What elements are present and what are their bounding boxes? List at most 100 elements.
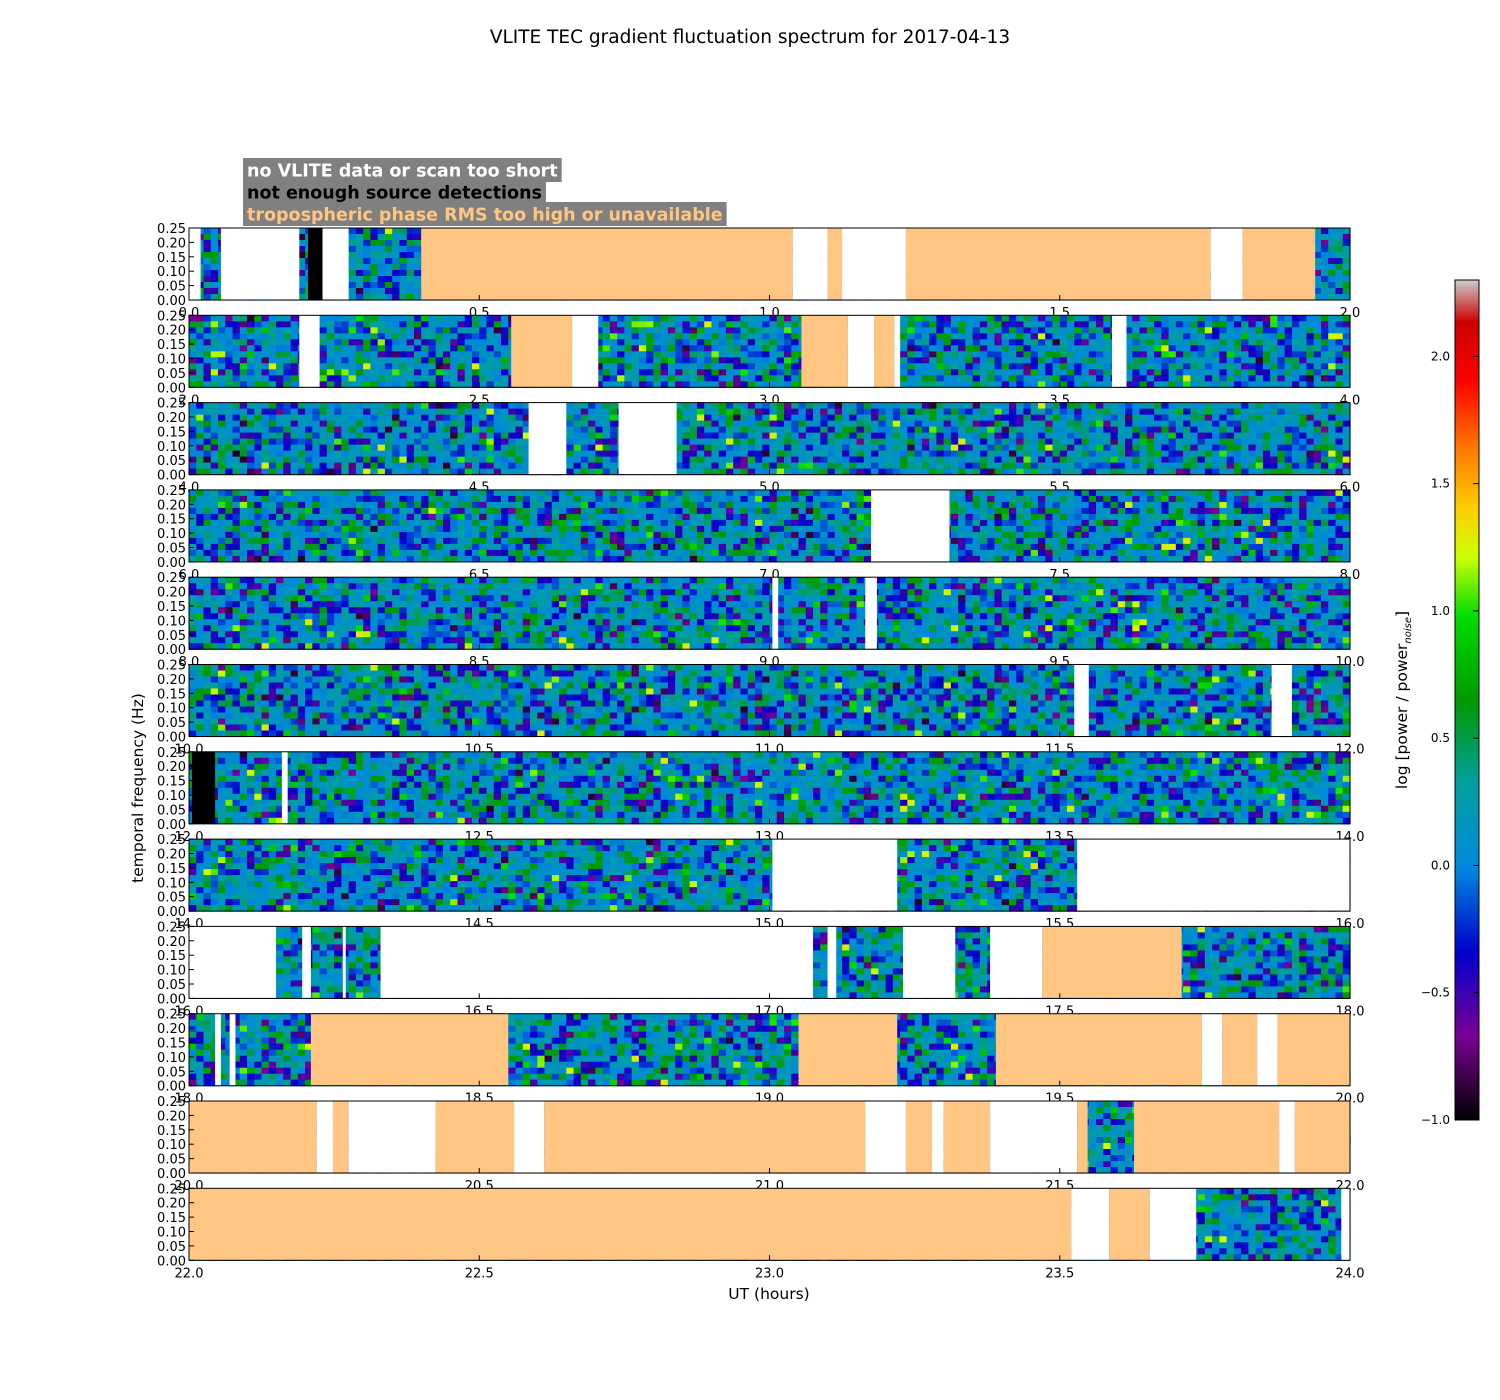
heatmap-cell [726, 433, 734, 440]
heatmap-cell [1089, 375, 1097, 382]
heatmap-cell [755, 345, 763, 352]
heatmap-cell [378, 234, 386, 241]
heatmap-cell [472, 369, 480, 376]
heatmap-cell [341, 327, 349, 334]
heatmap-cell [639, 327, 647, 334]
heatmap-cell [690, 451, 698, 458]
heatmap-cell [392, 315, 400, 322]
heatmap-cell [907, 369, 915, 376]
heatmap-cell [791, 457, 799, 464]
heatmap-cell [225, 357, 233, 364]
heatmap-cell [399, 363, 407, 370]
heatmap-cell [247, 315, 255, 322]
heatmap-cell [682, 363, 690, 370]
heatmap-cell [487, 345, 495, 352]
heatmap-cell [320, 457, 328, 464]
heatmap-cell [820, 451, 828, 458]
heatmap-cell [770, 345, 778, 352]
heatmap-cell [436, 445, 444, 452]
heatmap-cell [225, 321, 233, 328]
heatmap-cell [276, 357, 284, 364]
heatmap-cell [334, 433, 342, 440]
heatmap-cell [385, 276, 393, 283]
heatmap-cell [363, 327, 371, 334]
heatmap-cell [777, 375, 785, 382]
heatmap-cell [494, 345, 502, 352]
heatmap-cell [269, 327, 277, 334]
heatmap-cell [341, 369, 349, 376]
heatmap-cell [516, 463, 524, 470]
heatmap-cell [269, 433, 277, 440]
heatmap-cell [1335, 270, 1343, 277]
heatmap-cell [225, 445, 233, 452]
heatmap-cell [726, 339, 734, 346]
heatmap-cell [1169, 375, 1177, 382]
heatmap-cell [189, 433, 197, 440]
heatmap-cell [1205, 315, 1213, 322]
heatmap-cell [1103, 321, 1111, 328]
heatmap-cell [951, 315, 959, 322]
heatmap-cell [1219, 363, 1227, 370]
heatmap-cell [204, 409, 212, 416]
heatmap-cell [479, 363, 487, 370]
heatmap-cell [378, 375, 386, 382]
heatmap-cell [247, 363, 255, 370]
heatmap-cell [407, 240, 415, 247]
heatmap-cell [385, 421, 393, 428]
heatmap-cell [748, 445, 756, 452]
heatmap-cell [363, 246, 371, 253]
heatmap-cell [784, 315, 792, 322]
heatmap-cell [269, 463, 277, 470]
heatmap-cell [929, 369, 937, 376]
heatmap-cell [465, 421, 473, 428]
heatmap-cell [254, 363, 262, 370]
heatmap-cell [610, 321, 618, 328]
heatmap-cell [189, 439, 197, 446]
heatmap-cell [1132, 363, 1140, 370]
heatmap-cell [1096, 339, 1104, 346]
heatmap-cell [646, 375, 654, 382]
heatmap-cell [457, 315, 465, 322]
heatmap-cell [610, 463, 618, 470]
heatmap-cell [777, 315, 785, 322]
heatmap-cell [189, 345, 197, 352]
heatmap-cell [1343, 375, 1351, 382]
heatmap-cell [501, 363, 509, 370]
heatmap-cell [370, 457, 378, 464]
heatmap-cell [697, 433, 705, 440]
heatmap-cell [1285, 339, 1293, 346]
heatmap-cell [777, 345, 785, 352]
heatmap-cell [407, 276, 415, 283]
heatmap-cell [1074, 327, 1082, 334]
heatmap-cell [327, 351, 335, 358]
heatmap-cell [646, 363, 654, 370]
heatmap-cell [428, 327, 436, 334]
heatmap-cell [835, 409, 843, 416]
heatmap-cell [1263, 363, 1271, 370]
heatmap-cell [247, 451, 255, 458]
heatmap-cell [240, 351, 248, 358]
heatmap-cell [1343, 258, 1351, 265]
heatmap-cell [675, 321, 683, 328]
heatmap-cell [944, 363, 952, 370]
heatmap-cell [748, 415, 756, 422]
heatmap-cell [1147, 321, 1155, 328]
heatmap-cell [204, 270, 212, 277]
heatmap-cell [291, 415, 299, 422]
heatmap-cell [820, 457, 828, 464]
heatmap-cell [1285, 375, 1293, 382]
heatmap-cell [501, 327, 509, 334]
heatmap-cell [1169, 333, 1177, 340]
heatmap-cell [233, 351, 241, 358]
heatmap-cell [922, 369, 930, 376]
heatmap-cell [262, 315, 270, 322]
heatmap-cell [378, 246, 386, 253]
heatmap-cell [399, 258, 407, 265]
heatmap-cell [1096, 333, 1104, 340]
heatmap-cell [777, 421, 785, 428]
heatmap-cell [305, 409, 313, 416]
y-tick-label: 0.25 [157, 309, 186, 324]
heatmap-cell [1096, 351, 1104, 358]
heatmap-cell [327, 445, 335, 452]
heatmap-cell [762, 369, 770, 376]
